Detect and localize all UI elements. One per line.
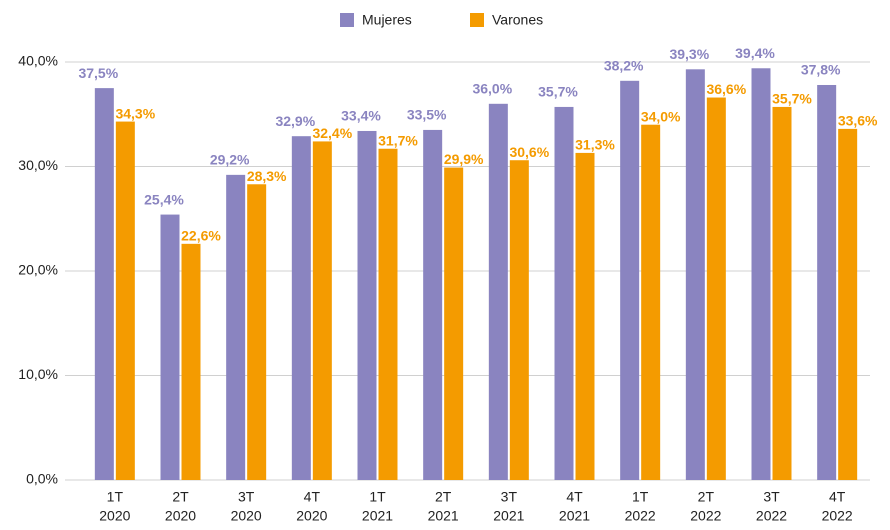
bar [181,243,201,480]
bar [247,184,267,480]
x-tick-label: 2022 [625,508,656,524]
bar [706,97,726,480]
value-label: 33,6% [838,113,878,129]
value-label: 25,4% [144,191,184,207]
bar [575,152,595,481]
value-label: 22,6% [181,228,221,244]
x-tick-label: 2020 [296,508,327,524]
value-label: 36,0% [472,81,512,97]
x-tick-label: 2T [172,489,189,505]
bar [357,130,377,480]
y-tick-label: 40,0% [18,53,58,69]
legend-label: Mujeres [362,12,412,28]
bar [838,128,858,480]
bar [620,80,640,480]
bar [378,148,398,481]
bar [772,106,792,480]
x-tick-label: 3T [238,489,255,505]
x-tick-label: 2022 [690,508,721,524]
y-tick-label: 10,0% [18,366,58,382]
bar [115,121,135,480]
x-tick-label: 2021 [493,508,524,524]
x-tick-label: 1T [369,489,386,505]
bar [554,106,574,480]
value-label: 29,9% [444,151,484,167]
bar [226,174,246,481]
x-tick-label: 2020 [231,508,262,524]
value-label: 38,2% [604,58,644,74]
value-label: 36,6% [706,81,746,97]
value-label: 39,3% [669,46,709,62]
value-label: 37,8% [801,62,841,78]
bar [291,136,311,480]
bar [817,84,837,481]
legend-label: Varones [492,12,543,28]
value-label: 30,6% [509,144,549,160]
bar [94,88,114,480]
y-tick-label: 0,0% [26,471,58,487]
x-tick-label: 2022 [822,508,853,524]
bar [312,141,332,481]
legend-swatch [470,13,484,27]
value-label: 34,0% [641,108,681,124]
bar [685,69,705,480]
value-label: 28,3% [247,168,287,184]
value-label: 33,4% [341,108,381,124]
value-label: 35,7% [772,91,812,107]
x-tick-label: 2021 [559,508,590,524]
y-tick-label: 20,0% [18,262,58,278]
bar [444,167,464,481]
value-label: 32,9% [275,113,315,129]
x-tick-label: 2021 [362,508,393,524]
bar [641,124,661,480]
value-label: 37,5% [78,65,118,81]
x-tick-label: 3T [501,489,518,505]
x-tick-label: 2022 [756,508,787,524]
x-tick-label: 2021 [428,508,459,524]
value-label: 31,7% [378,132,418,148]
x-tick-label: 4T [304,489,321,505]
value-label: 35,7% [538,84,578,100]
x-tick-label: 2T [435,489,452,505]
x-tick-label: 2020 [165,508,196,524]
value-label: 33,5% [407,107,447,123]
bar [423,129,443,481]
x-tick-label: 2T [698,489,715,505]
value-label: 29,2% [210,152,250,168]
value-label: 32,4% [312,125,352,141]
legend-swatch [340,13,354,27]
bar [488,103,508,481]
bar [160,214,180,480]
value-label: 34,3% [115,105,155,121]
x-tick-label: 2020 [99,508,130,524]
y-tick-label: 30,0% [18,157,58,173]
x-tick-label: 3T [763,489,780,505]
bar [751,68,771,481]
value-label: 31,3% [575,137,615,153]
bar [509,160,529,481]
value-label: 39,4% [735,45,775,61]
x-tick-label: 4T [829,489,846,505]
x-tick-label: 1T [632,489,649,505]
x-tick-label: 4T [566,489,583,505]
x-tick-label: 1T [107,489,124,505]
